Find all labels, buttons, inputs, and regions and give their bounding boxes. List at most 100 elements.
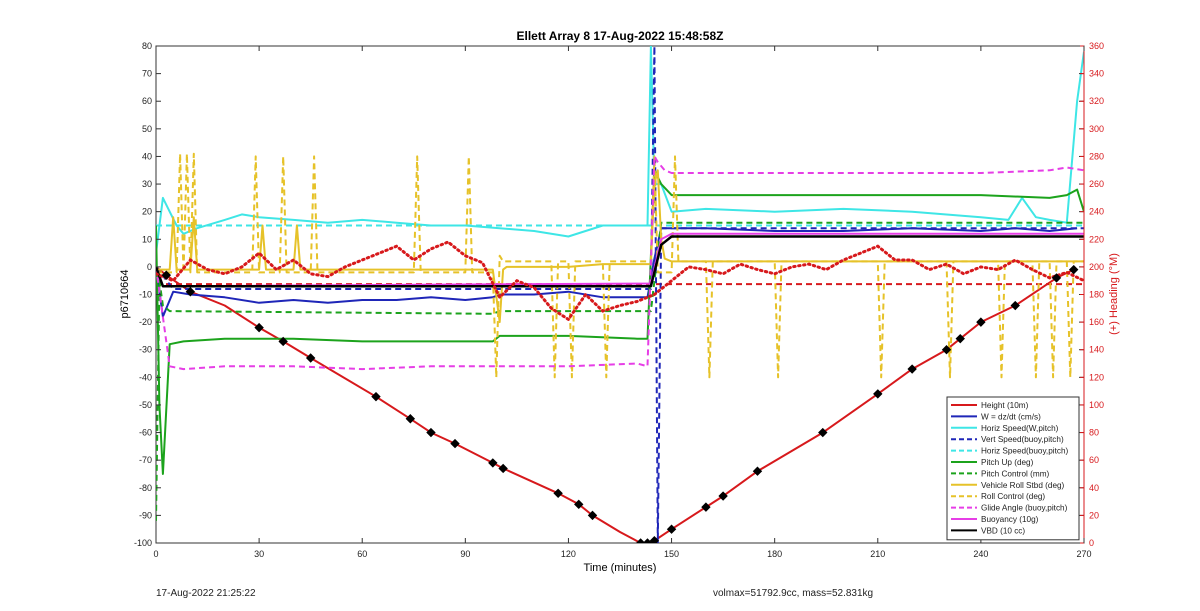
legend-label-height-10m: Height (10m) — [981, 401, 1029, 410]
marker-diamond — [305, 353, 316, 363]
left-tick-label: 80 — [142, 41, 152, 51]
right-y-axis-label: (+) Heading (°M) — [1108, 253, 1120, 335]
legend: Height (10m) W = dz/dt (cm/s) Horiz Speed(… — [946, 396, 1080, 541]
x-tick-label: 60 — [357, 549, 367, 559]
marker-diamond — [1068, 264, 1079, 275]
legend-label-vbd-10-cc: VBD (10 cc) — [981, 526, 1025, 535]
x-axis-label: Time (minutes) — [584, 562, 657, 574]
right-tick-label: 280 — [1089, 151, 1104, 161]
legend-label-roll-control-deg: Roll Control (deg) — [981, 492, 1045, 501]
marker-diamond — [371, 391, 381, 402]
legend-label-glide-angle-buoy-pitch: Glide Angle (buoy,pitch) — [981, 504, 1068, 513]
marker-diamond — [587, 510, 598, 521]
marker-diamond — [701, 502, 711, 512]
left-tick-label: -80 — [139, 483, 152, 493]
marker-diamond — [666, 524, 677, 534]
x-tick-label: 0 — [153, 549, 158, 559]
legend-label-horiz-speed-buoy-pitch: Horiz Speed(buoy,pitch) — [981, 447, 1068, 456]
left-tick-label: -100 — [134, 538, 152, 548]
right-tick-label: 0 — [1089, 538, 1094, 548]
footer-volmax-mass: volmax=51792.9cc, mass=52.831kg — [713, 588, 874, 599]
series-line-heading — [156, 240, 1084, 322]
marker-diamond — [426, 427, 436, 438]
legend-label-horiz-speed-w-pitch: Horiz Speed(W,pitch) — [981, 424, 1059, 433]
x-tick-label: 180 — [767, 549, 782, 559]
left-tick-label: -20 — [139, 317, 152, 327]
series-line-pitch-up-deg — [156, 169, 1084, 475]
x-tick-label: 150 — [664, 549, 679, 559]
left-tick-label: 50 — [142, 124, 152, 134]
right-tick-label: 320 — [1089, 96, 1104, 106]
left-tick-label: 70 — [142, 69, 152, 79]
x-tick-label: 120 — [561, 549, 576, 559]
marker-diamond — [488, 458, 498, 468]
right-y-axis: 0 20 40 60 80 100 120 140 160 180 200 220 240 260 280 3… — [1080, 41, 1104, 548]
left-tick-label: -40 — [139, 372, 152, 382]
marker-diamond — [976, 317, 986, 327]
left-tick-label: -90 — [139, 510, 152, 520]
right-tick-label: 360 — [1089, 41, 1104, 51]
right-tick-label: 160 — [1089, 317, 1104, 327]
marker-diamond — [553, 488, 563, 499]
right-tick-label: 20 — [1089, 510, 1099, 520]
left-tick-label: -50 — [139, 400, 152, 410]
x-tick-label: 270 — [1076, 549, 1091, 559]
right-tick-label: 220 — [1089, 234, 1104, 244]
series-line-horiz-speed-w-pitch — [156, 46, 1084, 254]
marker-diamond — [254, 322, 264, 333]
right-tick-label: 240 — [1089, 207, 1104, 217]
series-line-vbd-10-cc — [156, 235, 1084, 288]
right-tick-label: 60 — [1089, 455, 1099, 465]
marker-diamond — [185, 287, 196, 297]
marker-diamond — [649, 535, 660, 543]
legend-label-vehicle-roll-stbd-deg: Vehicle Roll Stbd (deg) — [981, 481, 1065, 490]
legend-label-pitch-control-mm: Pitch Control (mm) — [981, 469, 1050, 478]
left-tick-label: 40 — [142, 151, 152, 161]
marker-diamond — [498, 463, 508, 474]
left-tick-label: -30 — [139, 345, 152, 355]
marker-diamond — [818, 427, 828, 438]
right-tick-label: 200 — [1089, 262, 1104, 272]
right-tick-label: 300 — [1089, 124, 1104, 134]
series-line-w-dz-dt-cm-s — [156, 227, 1078, 318]
left-y-axis-label: p6710664 — [119, 270, 131, 319]
x-tick-label: 240 — [973, 549, 988, 559]
right-tick-label: 40 — [1089, 483, 1099, 493]
marker-diamond — [718, 491, 728, 501]
footer-timestamp: 17-Aug-2022 21:25:22 — [156, 588, 256, 599]
x-tick-label: 210 — [870, 549, 885, 559]
marker-diamond — [278, 336, 288, 347]
right-tick-label: 340 — [1089, 69, 1104, 79]
plot-area — [155, 45, 1085, 544]
marker-diamond — [1051, 273, 1062, 283]
left-tick-label: 30 — [142, 179, 152, 189]
left-tick-label: 20 — [142, 207, 152, 217]
chart-title: Ellett Array 8 17-Aug-2022 15:48:58Z — [517, 29, 724, 43]
left-tick-label: 0 — [147, 262, 152, 272]
legend-label-w-dz-dt-cm-s: W = dz/dt (cm/s) — [981, 412, 1041, 421]
x-tick-label: 30 — [254, 549, 264, 559]
marker-diamond — [642, 538, 653, 543]
left-tick-label: -10 — [139, 290, 152, 300]
marker-diamond — [450, 438, 460, 449]
marker-diamond — [405, 414, 416, 424]
marker-diamond — [161, 270, 172, 280]
right-tick-label: 140 — [1089, 345, 1104, 355]
marker-diamond — [752, 466, 763, 476]
left-tick-label: 60 — [142, 96, 152, 106]
right-tick-label: 120 — [1089, 372, 1104, 382]
legend-box — [946, 396, 1080, 541]
right-tick-label: 80 — [1089, 428, 1099, 438]
left-tick-label: 10 — [142, 234, 152, 244]
marker-diamond — [1010, 300, 1020, 311]
right-tick-label: 180 — [1089, 290, 1104, 300]
x-axis: 0 30 60 90 120 150 180 210 240 270 — [153, 46, 1092, 559]
series-line-vehicle-roll-stbd-deg — [156, 169, 1084, 324]
left-tick-label: -60 — [139, 428, 152, 438]
marker-diamond — [574, 499, 584, 510]
x-tick-label: 90 — [460, 549, 470, 559]
series-line-roll-control-deg — [156, 152, 1084, 379]
legend-label-buoyancy-10g: Buoyancy (10g) — [981, 515, 1039, 524]
marker-diamond — [635, 538, 646, 543]
